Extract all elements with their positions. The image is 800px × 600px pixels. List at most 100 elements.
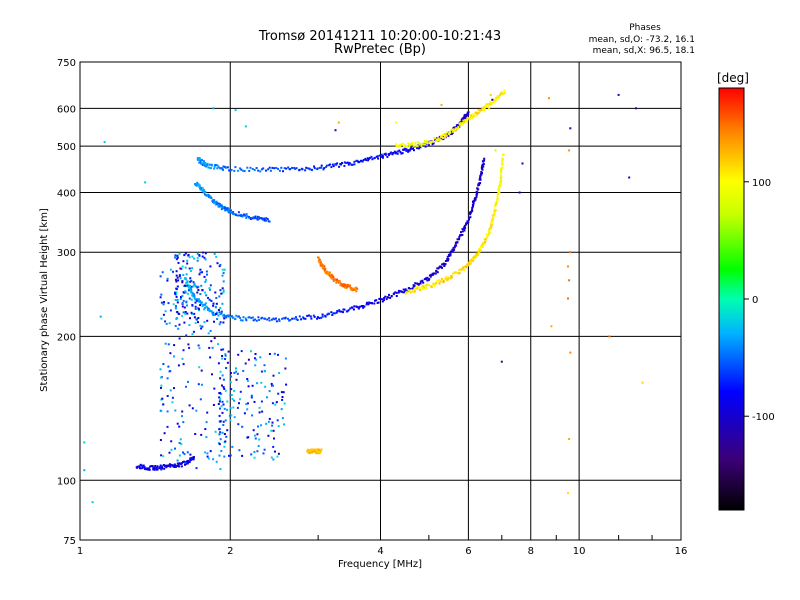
trace-point-spread-echoes — [281, 398, 284, 401]
trace-point-spread-echoes — [222, 272, 225, 274]
trace-point-o-f2-trace — [251, 316, 254, 319]
trace-point-spread-echoes — [189, 280, 192, 283]
y-tick-label: 400 — [57, 188, 76, 199]
trace-point-f-trace-branch — [201, 189, 204, 192]
trace-point-o-f2-multihop — [440, 137, 443, 140]
trace-point-o-f2-multihop — [378, 154, 381, 157]
trace-point-x-f2-trace — [430, 285, 433, 288]
trace-point-f-trace-branch — [246, 215, 249, 218]
trace-point-o-f2-trace — [463, 229, 466, 232]
trace-point-o-f2-multihop — [409, 148, 412, 151]
trace-point-spread-echoes — [163, 432, 166, 435]
trace-point-spread-echoes — [216, 318, 219, 320]
trace-point-o-f2-trace — [361, 305, 363, 307]
trace-point-x-f2-multihop — [404, 145, 407, 148]
trace-point-f-trace-branch — [201, 187, 204, 190]
trace-point-x-f2-trace — [475, 255, 478, 258]
trace-point-o-f2-trace — [472, 203, 475, 206]
trace-point-f-trace-branch — [218, 205, 221, 208]
trace-point-x-f2-trace — [495, 199, 498, 202]
y-axis-label: Stationary phase Virtual Height [km] — [39, 208, 50, 392]
trace-point-spread-echoes — [181, 280, 184, 283]
trace-point-spread-echoes — [176, 459, 179, 462]
trace-point-spread-echoes — [222, 321, 225, 324]
trace-point-x-f2-trace — [437, 279, 440, 282]
trace-point-spread-echoes — [188, 267, 191, 270]
trace-point-spread-echoes — [226, 400, 229, 403]
trace-point-o-f2-multihop — [217, 166, 220, 169]
trace-point-e-layer-trace — [141, 467, 144, 470]
trace-point-x-f2-multihop — [489, 101, 492, 103]
trace-point-e-layer-trace — [190, 458, 192, 461]
trace-point-spread-echoes — [196, 256, 199, 259]
trace-point-f1-cusp — [342, 285, 345, 288]
trace-point-o-f2-trace — [478, 183, 481, 186]
trace-point-spread-echoes — [173, 355, 175, 358]
trace-point-o-f2-trace — [444, 260, 447, 262]
trace-point-spread-echoes — [280, 391, 283, 394]
trace-point-spread-echoes — [178, 323, 181, 326]
trace-point-f1-cusp — [338, 281, 341, 284]
trace-point-o-f2-multihop — [381, 156, 384, 159]
trace-point-o-f2-trace — [417, 283, 420, 286]
x-tick-label: 6 — [465, 546, 471, 557]
trace-point-spread-echoes — [246, 408, 249, 411]
trace-point-x-f2-multihop — [477, 112, 480, 115]
trace-point-spread-echoes — [177, 312, 180, 315]
trace-point-x-f2-multihop — [407, 142, 410, 145]
trace-point-x-f2-trace — [498, 191, 501, 194]
trace-point-spread-echoes — [162, 313, 165, 316]
trace-point-spread-echoes — [198, 309, 200, 312]
trace-point-f1-cusp — [325, 272, 328, 275]
trace-point-spread-echoes — [185, 385, 187, 388]
trace-point-f-trace-branch — [265, 217, 268, 220]
trace-point-spread-echoes — [241, 454, 244, 457]
trace-point-o-f2-multihop — [200, 162, 203, 165]
trace-point-spread-echoes — [170, 448, 173, 451]
trace-point-o-f2-multihop — [316, 167, 319, 170]
trace-point-x-f2-multihop — [464, 119, 466, 122]
trace-point-spread-echoes — [222, 378, 225, 381]
trace-point-x-f2-trace — [419, 289, 421, 292]
trace-point-o-f2-trace — [248, 316, 251, 319]
trace-point-x-f2-trace — [465, 266, 468, 269]
trace-point-spread-echoes — [254, 434, 256, 437]
y-tick-label: 300 — [57, 248, 76, 259]
trace-point-f-trace-branch — [213, 201, 216, 204]
trace-point-o-f2-multihop — [369, 156, 371, 159]
trace-point-f-trace-branch — [263, 217, 266, 220]
trace-point-o-f2-multihop — [329, 163, 331, 166]
trace-point-x-f2-trace — [490, 226, 493, 229]
trace-point-spread-echoes — [191, 304, 194, 307]
plot-frame — [79, 61, 682, 541]
trace-point-o-f2-trace — [226, 314, 229, 317]
trace-point-e-layer-trace — [192, 457, 195, 460]
trace-point-o-f2-trace — [461, 228, 464, 231]
trace-point-o-f2-multihop — [432, 142, 435, 145]
trace-point-o-f2-trace — [443, 264, 446, 267]
trace-point-spread-echoes — [277, 353, 279, 356]
trace-point-spread-echoes — [186, 462, 189, 465]
trace-point-f-trace-branch — [196, 183, 199, 186]
trace-point-o-f2-trace — [332, 312, 335, 315]
trace-point-f-trace-branch — [254, 215, 257, 218]
trace-point-spread-echoes — [197, 383, 200, 386]
trace-point-o-f2-trace — [258, 319, 261, 321]
trace-point-o-f2-multihop — [403, 147, 406, 150]
trace-point-o-f2-trace — [469, 216, 472, 219]
trace-point-f1-cusp — [321, 264, 324, 266]
trace-point-o-f2-trace — [362, 305, 365, 307]
trace-point-f1-cusp — [318, 259, 321, 261]
trace-point-es — [311, 451, 314, 454]
trace-point-o-f2-trace — [419, 280, 422, 283]
trace-point-x-f2-multihop — [432, 140, 435, 143]
trace-point-o-f2-multihop — [383, 153, 386, 156]
trace-point-f1-cusp — [349, 284, 352, 287]
trace-point-o-f2-multihop — [277, 167, 279, 170]
trace-point-x-f2-multihop — [444, 133, 447, 136]
trace-point-x-f2-trace — [493, 208, 496, 211]
trace-point-spread-echoes — [189, 284, 191, 287]
trace-point-spread-echoes — [259, 356, 262, 359]
trace-point-o-f2-trace — [463, 224, 466, 227]
trace-point-o-f2-trace — [473, 199, 476, 202]
